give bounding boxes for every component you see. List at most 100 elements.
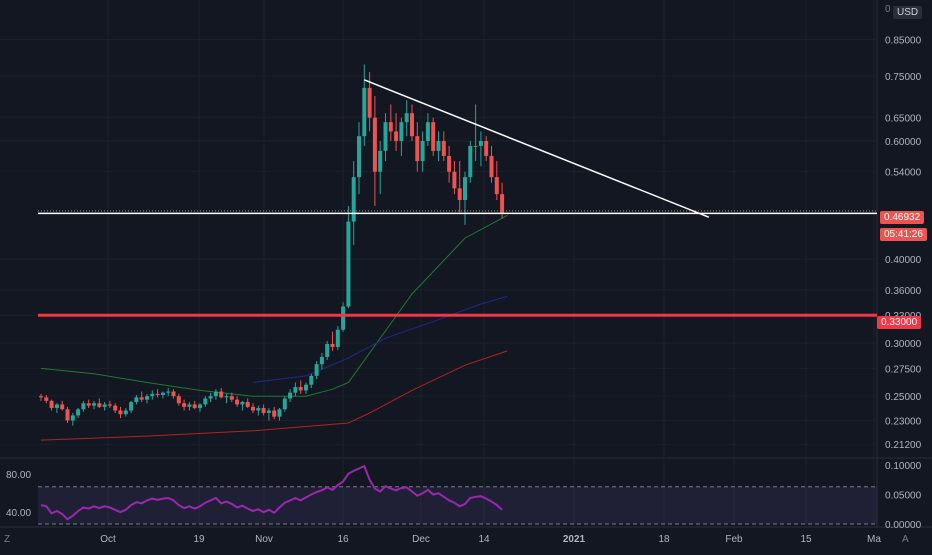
price-tick-label: 0.60000 xyxy=(885,137,922,148)
time-tick-label: 2021 xyxy=(563,534,586,545)
time-tick-label: 15 xyxy=(800,534,812,545)
candle-body xyxy=(314,364,319,376)
candle-body xyxy=(134,397,139,403)
candle-body xyxy=(288,392,293,399)
candle-body xyxy=(425,122,430,141)
time-tick-label: Feb xyxy=(725,534,743,545)
candle-body xyxy=(192,404,197,409)
hline-price-badge: 0.33000 xyxy=(877,316,922,329)
candle-body xyxy=(394,131,399,141)
candle-body xyxy=(335,329,340,347)
price-tick-label: 0.30000 xyxy=(885,339,922,350)
candle-body xyxy=(176,396,181,404)
rsi-level-label: 80.00 xyxy=(6,470,31,481)
candle-body xyxy=(372,117,377,172)
rsi-level-label: 40.00 xyxy=(6,508,31,519)
candle-body xyxy=(49,400,54,409)
candle-body xyxy=(198,404,202,409)
candle-body xyxy=(309,375,314,385)
candle-body xyxy=(362,87,367,137)
time-tick-label: Oct xyxy=(100,534,116,545)
price-tick-label: 0.21200 xyxy=(885,440,922,451)
candle-body xyxy=(229,396,234,400)
time-tick-label: 18 xyxy=(658,534,670,545)
candle-body xyxy=(330,343,335,347)
candle-body xyxy=(325,343,330,357)
auto-scale-button[interactable]: A xyxy=(902,534,909,545)
price-tick-label: 0.27500 xyxy=(885,364,922,375)
candle-body xyxy=(415,136,420,162)
candle-body xyxy=(441,140,446,156)
time-tick-label: Ma xyxy=(867,534,881,545)
time-tick-label: 14 xyxy=(478,534,490,545)
descending-trendline xyxy=(364,79,710,218)
candle-body xyxy=(266,410,271,413)
candle-body xyxy=(203,398,208,405)
candle-body xyxy=(235,399,240,405)
candle-body xyxy=(145,396,149,400)
candle-body xyxy=(431,122,436,151)
candle-body xyxy=(60,404,65,410)
candle-body xyxy=(224,396,229,398)
time-tick-label: 19 xyxy=(193,534,205,545)
candle-body xyxy=(102,404,107,407)
top-price-label: 0 xyxy=(885,4,891,15)
candle-body xyxy=(500,194,505,213)
candle-body xyxy=(346,221,351,307)
candle-body xyxy=(118,410,123,415)
price-tick-label: 0.54000 xyxy=(885,168,922,179)
price-tick-label: 0.85000 xyxy=(885,35,922,46)
candle-body xyxy=(272,410,277,417)
candle-body xyxy=(44,397,49,401)
candle-body xyxy=(54,404,59,409)
candle-body xyxy=(447,155,452,172)
candle-body xyxy=(404,113,409,123)
candle-body xyxy=(468,145,473,178)
candle-body xyxy=(182,403,187,407)
candle-body xyxy=(39,396,43,398)
candle-body xyxy=(86,403,91,406)
price-tick-label: 0.75000 xyxy=(885,72,922,83)
moving-average-line xyxy=(40,350,508,441)
candle-body xyxy=(341,306,346,330)
candle-body xyxy=(367,87,372,118)
time-tick-label: Nov xyxy=(255,534,273,545)
candle-body xyxy=(388,122,393,132)
candle-body xyxy=(436,140,441,151)
candle-body xyxy=(452,171,457,189)
candle-body xyxy=(213,391,218,397)
candle-body xyxy=(81,403,86,410)
timezone-icon[interactable]: Z xyxy=(4,534,11,545)
candle-body xyxy=(166,391,171,393)
candle-body xyxy=(256,408,261,411)
candle-body xyxy=(240,402,245,405)
currency-badge[interactable]: USD xyxy=(893,6,923,19)
time-tick-label: Dec xyxy=(412,534,430,545)
candle-body xyxy=(65,409,70,421)
candle-body xyxy=(319,356,324,365)
candle-body xyxy=(357,136,361,178)
candle-body xyxy=(277,409,282,417)
candle-body xyxy=(473,145,478,147)
candle-body xyxy=(298,386,303,391)
rsi-tick-label: 0.00000 xyxy=(885,520,922,531)
moving-average-line xyxy=(40,214,508,397)
candle-body xyxy=(160,392,165,395)
candle-body xyxy=(351,177,356,222)
candle-body xyxy=(420,140,425,162)
candle-body xyxy=(129,402,134,411)
rsi-line xyxy=(40,464,503,521)
candle-body xyxy=(187,404,192,407)
candle-body xyxy=(97,403,102,407)
rsi-tick-label: 0.10000 xyxy=(885,461,922,472)
candle-body xyxy=(150,393,155,397)
candle-body xyxy=(70,415,75,421)
candle-body xyxy=(92,403,96,406)
price-tick-label: 0.40000 xyxy=(885,255,922,266)
candle-body xyxy=(261,408,266,413)
candle-body xyxy=(293,386,298,393)
candle-body xyxy=(155,393,160,395)
candle-body xyxy=(484,140,489,156)
